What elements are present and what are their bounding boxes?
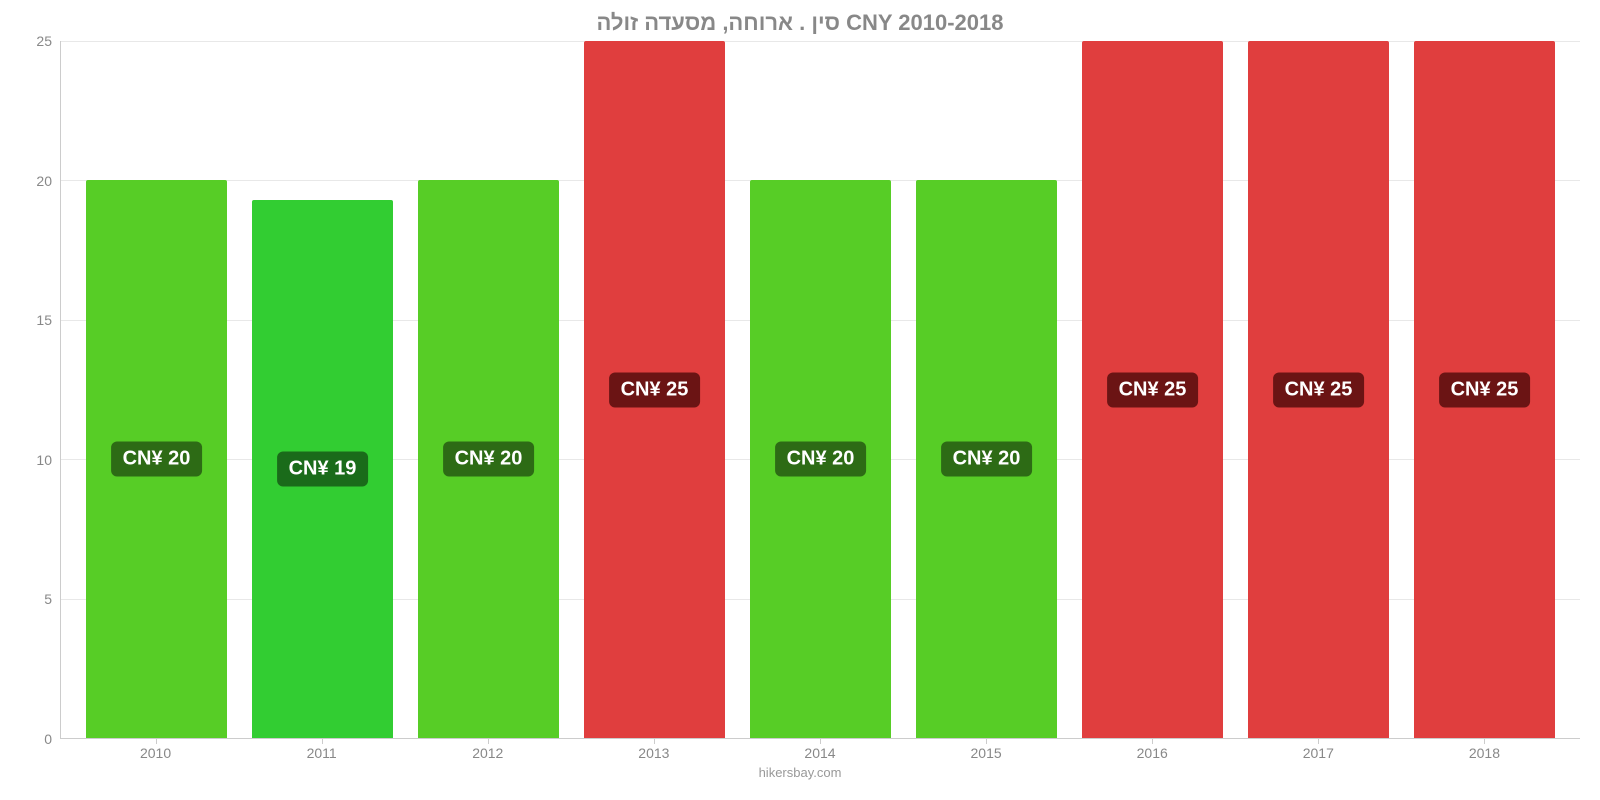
bar: CN¥ 25: [584, 41, 725, 738]
plot-area: CN¥ 20 CN¥ 19 CN¥ 20 CN¥ 25 CN¥ 20 CN¥ 20 CN¥ …: [60, 41, 1580, 739]
y-tick: 15: [36, 312, 52, 328]
y-tick: 5: [44, 591, 52, 607]
bar-slot: CN¥ 25: [584, 41, 725, 738]
bar-slot: CN¥ 25: [1414, 41, 1555, 738]
bar-slot: CN¥ 20: [86, 41, 227, 738]
chart-body: 0510152025 CN¥ 20CN¥ 19CN¥ 20CN¥ 25CN¥ 2…: [20, 41, 1580, 739]
x-tick: 2010: [85, 745, 226, 761]
x-tick: 2012: [417, 745, 558, 761]
x-tick: 2017: [1248, 745, 1389, 761]
x-axis: 2010 2011 2012 2013 2014 2015 2016 2017 2018: [20, 745, 1580, 761]
y-tick: 0: [44, 731, 52, 747]
bar-value-label: CN¥ 25: [1107, 372, 1199, 407]
bar: CN¥ 25: [1414, 41, 1555, 738]
x-tick: 2013: [583, 745, 724, 761]
bar-slot: CN¥ 25: [1082, 41, 1223, 738]
bar: CN¥ 20: [750, 180, 891, 738]
bar-slot: CN¥ 19: [252, 41, 393, 738]
bar-slot: CN¥ 20: [418, 41, 559, 738]
y-tick: 25: [36, 33, 52, 49]
chart-container: סין . ארוחה, מסעדה זולה CNY 2010-2018 0 5…: [0, 0, 1600, 800]
bar-value-label: CN¥ 20: [775, 442, 867, 477]
bar-slot: CN¥ 25: [1248, 41, 1389, 738]
bar: CN¥ 25: [1082, 41, 1223, 738]
bars-wrap: CN¥ 20 CN¥ 19 CN¥ 20 CN¥ 25 CN¥ 20 CN¥ 20 CN¥ …: [61, 41, 1580, 738]
y-axis: 0510152025: [20, 41, 60, 739]
bar: CN¥ 20: [86, 180, 227, 738]
bar-value-label: CN¥ 25: [1273, 372, 1365, 407]
bar-slot: CN¥ 20: [750, 41, 891, 738]
bar-value-label: CN¥ 20: [941, 442, 1033, 477]
bar-slot: CN¥ 20: [916, 41, 1057, 738]
x-tick: 2018: [1414, 745, 1555, 761]
bar-value-label: CN¥ 25: [1439, 372, 1531, 407]
bar-value-label: CN¥ 25: [609, 372, 701, 407]
y-tick: 20: [36, 173, 52, 189]
bar-value-label: CN¥ 20: [443, 442, 535, 477]
bar: CN¥ 20: [916, 180, 1057, 738]
bar: CN¥ 19: [252, 200, 393, 738]
x-tick: 2015: [916, 745, 1057, 761]
x-tick: 2011: [251, 745, 392, 761]
bar: CN¥ 25: [1248, 41, 1389, 738]
y-tick: 10: [36, 452, 52, 468]
chart-title: סין . ארוחה, מסעדה זולה CNY 2010-2018: [20, 10, 1580, 36]
x-tick: 2016: [1082, 745, 1223, 761]
x-tick: 2014: [749, 745, 890, 761]
chart-footer: hikersbay.com: [20, 765, 1580, 780]
bar-value-label: CN¥ 19: [277, 451, 369, 486]
bar: CN¥ 20: [418, 180, 559, 738]
bar-value-label: CN¥ 20: [111, 442, 203, 477]
